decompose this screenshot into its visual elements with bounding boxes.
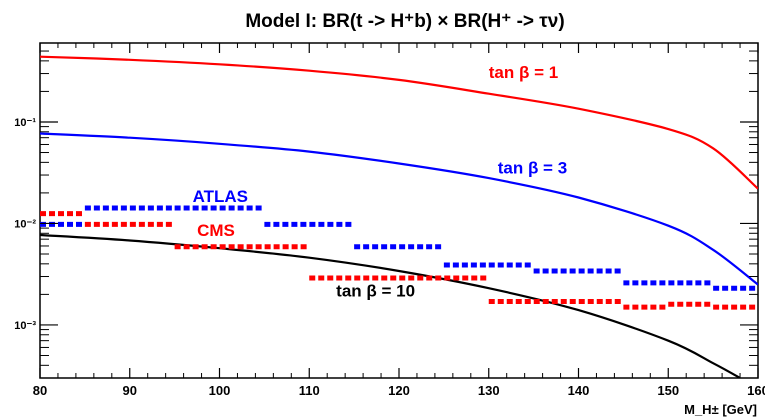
x-axis-label: M_H± [GeV] [684,402,757,417]
annotation-cms: CMS [197,221,235,240]
series-line-tan-1 [40,55,758,190]
chart-title: Model I: BR(t -> H⁺b) × BR(H⁺ -> τν) [245,11,564,32]
x-tick-label: 110 [299,383,320,398]
x-tick-label: 150 [657,383,679,398]
plot-frame [39,42,759,379]
x-axis-ticks: 80 90 100 110 120 130 140 150 160 [33,43,765,398]
x-tick-label: 90 [123,383,137,398]
y-tick-label: 10⁻² [14,218,36,230]
x-tick-label: 120 [388,383,410,398]
y-tick-label: 10⁻¹ [14,117,36,129]
annotation-tan-1: tan β = 1 [489,63,558,82]
x-tick-label: 130 [478,383,500,398]
y-tick-label: 10⁻³ [14,320,36,332]
x-tick-label: 100 [209,383,231,398]
y-axis-ticks: 10⁻³ 10⁻² 10⁻¹ [14,50,758,379]
series-line-tan-10 [40,233,741,378]
annotation-tan-10: tan β = 10 [336,282,415,301]
annotation-tan-3: tan β = 3 [498,159,567,178]
x-tick-label: 80 [33,383,47,398]
curves-layer [40,55,758,378]
annotation-atlas: ATLAS [193,187,248,206]
annotations-layer: tan β = 1 tan β = 3 ATLAS CMS tan β = 10 [193,63,568,300]
x-tick-label: 160 [747,383,765,398]
x-tick-label: 140 [568,383,590,398]
steps-layer [40,205,758,310]
series-line-tan-3 [40,132,758,286]
